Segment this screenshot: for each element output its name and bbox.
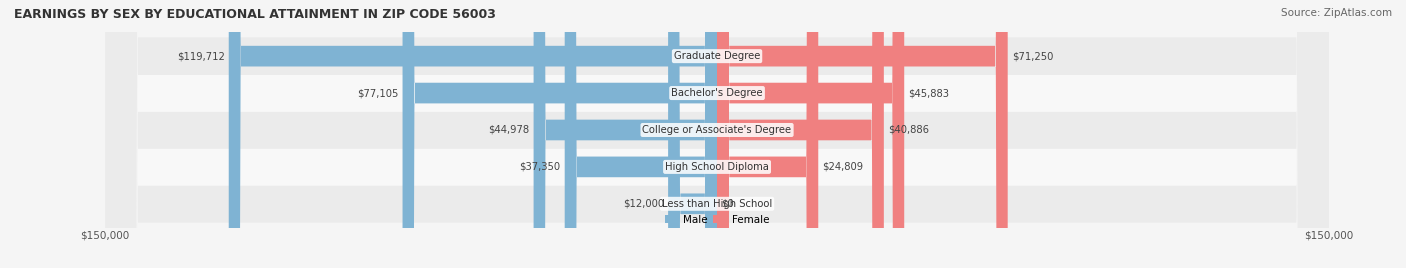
FancyBboxPatch shape <box>105 0 1329 268</box>
Text: $44,978: $44,978 <box>488 125 530 135</box>
FancyBboxPatch shape <box>717 0 818 268</box>
FancyBboxPatch shape <box>229 0 717 268</box>
FancyBboxPatch shape <box>668 0 717 268</box>
Text: $40,886: $40,886 <box>889 125 929 135</box>
FancyBboxPatch shape <box>105 0 1329 268</box>
Text: $24,809: $24,809 <box>823 162 863 172</box>
Text: $71,250: $71,250 <box>1012 51 1053 61</box>
Text: $12,000: $12,000 <box>623 199 664 209</box>
FancyBboxPatch shape <box>717 0 884 268</box>
FancyBboxPatch shape <box>402 0 717 268</box>
FancyBboxPatch shape <box>565 0 717 268</box>
Text: $45,883: $45,883 <box>908 88 949 98</box>
Text: Less than High School: Less than High School <box>662 199 772 209</box>
Text: EARNINGS BY SEX BY EDUCATIONAL ATTAINMENT IN ZIP CODE 56003: EARNINGS BY SEX BY EDUCATIONAL ATTAINMEN… <box>14 8 496 21</box>
Legend: Male, Female: Male, Female <box>665 215 769 225</box>
FancyBboxPatch shape <box>105 0 1329 268</box>
FancyBboxPatch shape <box>717 0 904 268</box>
Text: $119,712: $119,712 <box>177 51 225 61</box>
FancyBboxPatch shape <box>534 0 717 268</box>
Text: $0: $0 <box>721 199 734 209</box>
Text: $37,350: $37,350 <box>519 162 561 172</box>
Text: Graduate Degree: Graduate Degree <box>673 51 761 61</box>
Text: Bachelor's Degree: Bachelor's Degree <box>671 88 763 98</box>
FancyBboxPatch shape <box>105 0 1329 268</box>
Text: $77,105: $77,105 <box>357 88 398 98</box>
FancyBboxPatch shape <box>105 0 1329 268</box>
FancyBboxPatch shape <box>717 0 1008 268</box>
Text: Source: ZipAtlas.com: Source: ZipAtlas.com <box>1281 8 1392 18</box>
Text: High School Diploma: High School Diploma <box>665 162 769 172</box>
Text: College or Associate's Degree: College or Associate's Degree <box>643 125 792 135</box>
